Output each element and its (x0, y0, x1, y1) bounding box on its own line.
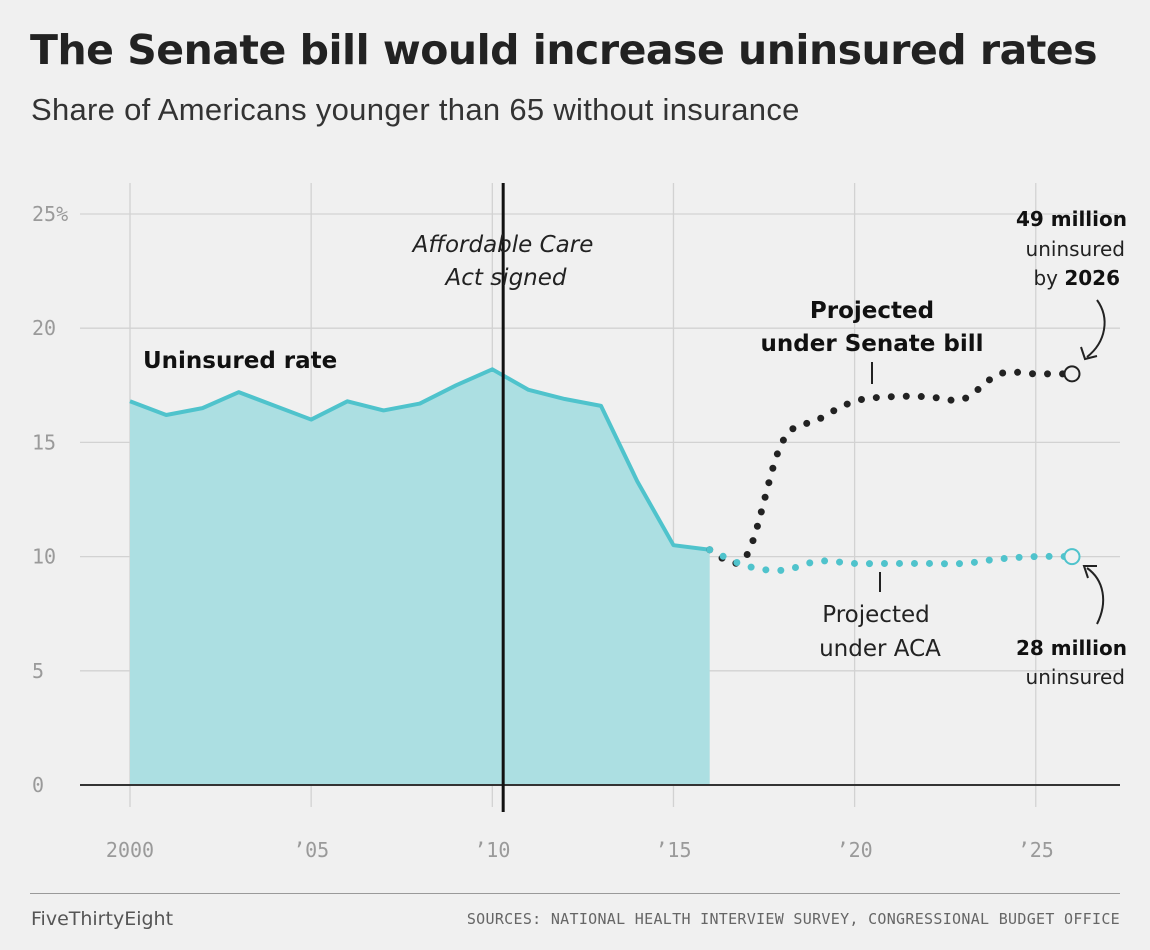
x-tick-label: ’15 (655, 838, 691, 862)
sources-note: SOURCES: NATIONAL HEALTH INTERVIEW SURVE… (466, 910, 1120, 928)
x-tick-label: ’25 (1018, 838, 1054, 862)
y-tick-label: 10 (32, 545, 56, 569)
senate-end-note-line2: uninsured (1026, 237, 1125, 261)
uninsured-rate-line (129, 367, 710, 552)
senate-end-note-year: 2026 (1064, 266, 1120, 290)
projection-dots-layer (706, 365, 1081, 574)
axis-layer: 0 5 10 15 20 25% 2000 ’05 ’10 ’15 ’20 ’25 (32, 183, 1120, 862)
y-tick-label: 25% (32, 202, 68, 226)
brand-logo-text: FiveThirtyEight (31, 908, 174, 930)
uninsured-rate-area (130, 369, 710, 785)
annotation-layer: Affordable Care Act signed Uninsured rat… (143, 207, 1127, 689)
chart-title: The Senate bill would increase uninsured… (30, 26, 1098, 74)
series-line-layer (129, 367, 710, 552)
aca-projection-endpoint (1063, 548, 1081, 566)
senate-end-arrow (1086, 299, 1106, 358)
aca-label-line2: under ACA (819, 636, 941, 662)
senate-label-line1: Projected (810, 298, 934, 324)
uninsured-rate-label: Uninsured rate (143, 348, 337, 374)
senate-label-line2: under Senate bill (761, 331, 984, 357)
senate-end-note-line3: by 2026 (1033, 266, 1120, 290)
uninsured-area-layer (130, 369, 710, 785)
uninsured-chart: 0 5 10 15 20 25% 2000 ’05 ’10 ’15 ’20 ’25 Affordabl… (32, 183, 1127, 862)
aca-projection-dots (706, 546, 1076, 574)
footer-divider (30, 893, 1120, 894)
y-tick-label: 5 (32, 659, 44, 683)
event-label-line1: Affordable Care (411, 232, 594, 258)
senate-end-note-line1: 49 million (1016, 207, 1127, 231)
senate-end-note-by: by (1033, 266, 1064, 290)
senate-bill-projection-endpoint (1063, 365, 1081, 383)
senate-bill-projection-dots (706, 368, 1076, 567)
aca-label-line1: Projected (822, 602, 929, 628)
x-tick-label: ’20 (837, 838, 873, 862)
y-tick-label: 15 (32, 430, 56, 454)
aca-end-note-line2: uninsured (1026, 665, 1125, 689)
senate-end-arrowhead (1080, 346, 1098, 361)
aca-end-note-line1: 28 million (1016, 636, 1127, 660)
x-tick-label: ’10 (474, 838, 510, 862)
chart-subtitle: Share of Americans younger than 65 witho… (31, 92, 800, 127)
y-tick-label: 0 (32, 773, 44, 797)
event-label-line2: Act signed (443, 265, 566, 291)
aca-end-arrow (1086, 567, 1105, 625)
x-tick-label: 2000 (106, 838, 154, 862)
aca-end-arrowhead (1082, 565, 1097, 579)
y-tick-label: 20 (32, 316, 56, 340)
x-tick-label: ’05 (293, 838, 329, 862)
